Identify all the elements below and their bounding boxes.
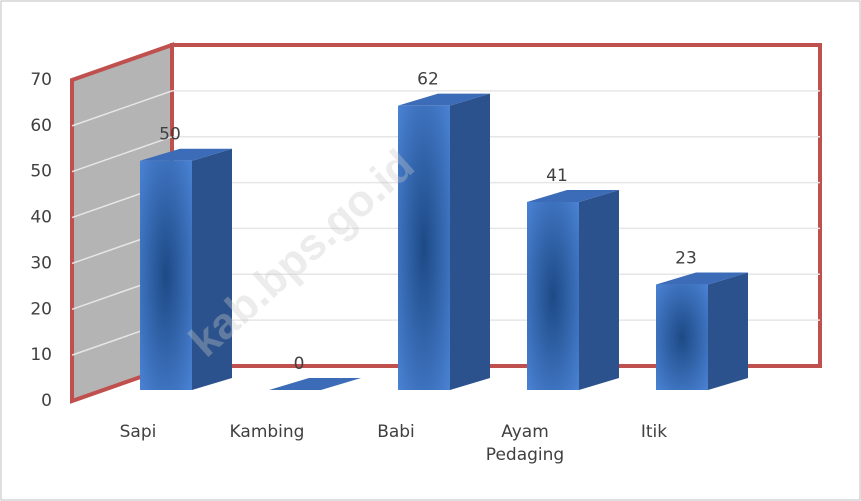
- bar: [269, 378, 361, 390]
- bar-top: [398, 93, 490, 106]
- bar: [398, 93, 490, 390]
- y-tick-label: 70: [30, 70, 52, 90]
- bar: [656, 272, 748, 390]
- bar-front: [398, 105, 450, 390]
- y-tick-label: 50: [30, 162, 52, 182]
- x-tick-label: Kambing: [229, 422, 305, 442]
- value-label: 0: [294, 354, 305, 374]
- grid-line: [71, 90, 820, 127]
- y-tick-label: 20: [30, 299, 52, 319]
- value-label: 41: [546, 166, 568, 186]
- bar-front: [140, 160, 192, 390]
- x-tick-label: Ayam Pedaging: [485, 422, 565, 465]
- bar-side: [450, 93, 490, 390]
- value-label: 62: [417, 70, 439, 90]
- bar-side: [579, 189, 619, 390]
- bar-top: [269, 378, 361, 390]
- y-tick-label: 40: [30, 208, 52, 228]
- bar-top: [140, 148, 232, 161]
- grid-line: [71, 135, 820, 173]
- y-tick-label: 60: [30, 116, 52, 136]
- x-tick-label: Babi: [377, 422, 415, 442]
- x-tick-label: Sapi: [119, 422, 157, 442]
- bar: [527, 189, 619, 390]
- value-label: 50: [159, 125, 181, 145]
- bar: [140, 148, 232, 390]
- value-label: 23: [675, 249, 697, 269]
- bar-side: [708, 272, 748, 390]
- y-tick-label: 30: [30, 253, 52, 273]
- bar-top: [527, 189, 619, 202]
- x-tick-label: Itik: [640, 422, 668, 442]
- y-tick-label: 10: [30, 345, 52, 365]
- bar-front: [656, 284, 708, 390]
- bar-top: [656, 272, 748, 285]
- bar-side: [192, 148, 232, 390]
- bar-front: [527, 201, 579, 390]
- y-tick-label: 0: [41, 391, 52, 411]
